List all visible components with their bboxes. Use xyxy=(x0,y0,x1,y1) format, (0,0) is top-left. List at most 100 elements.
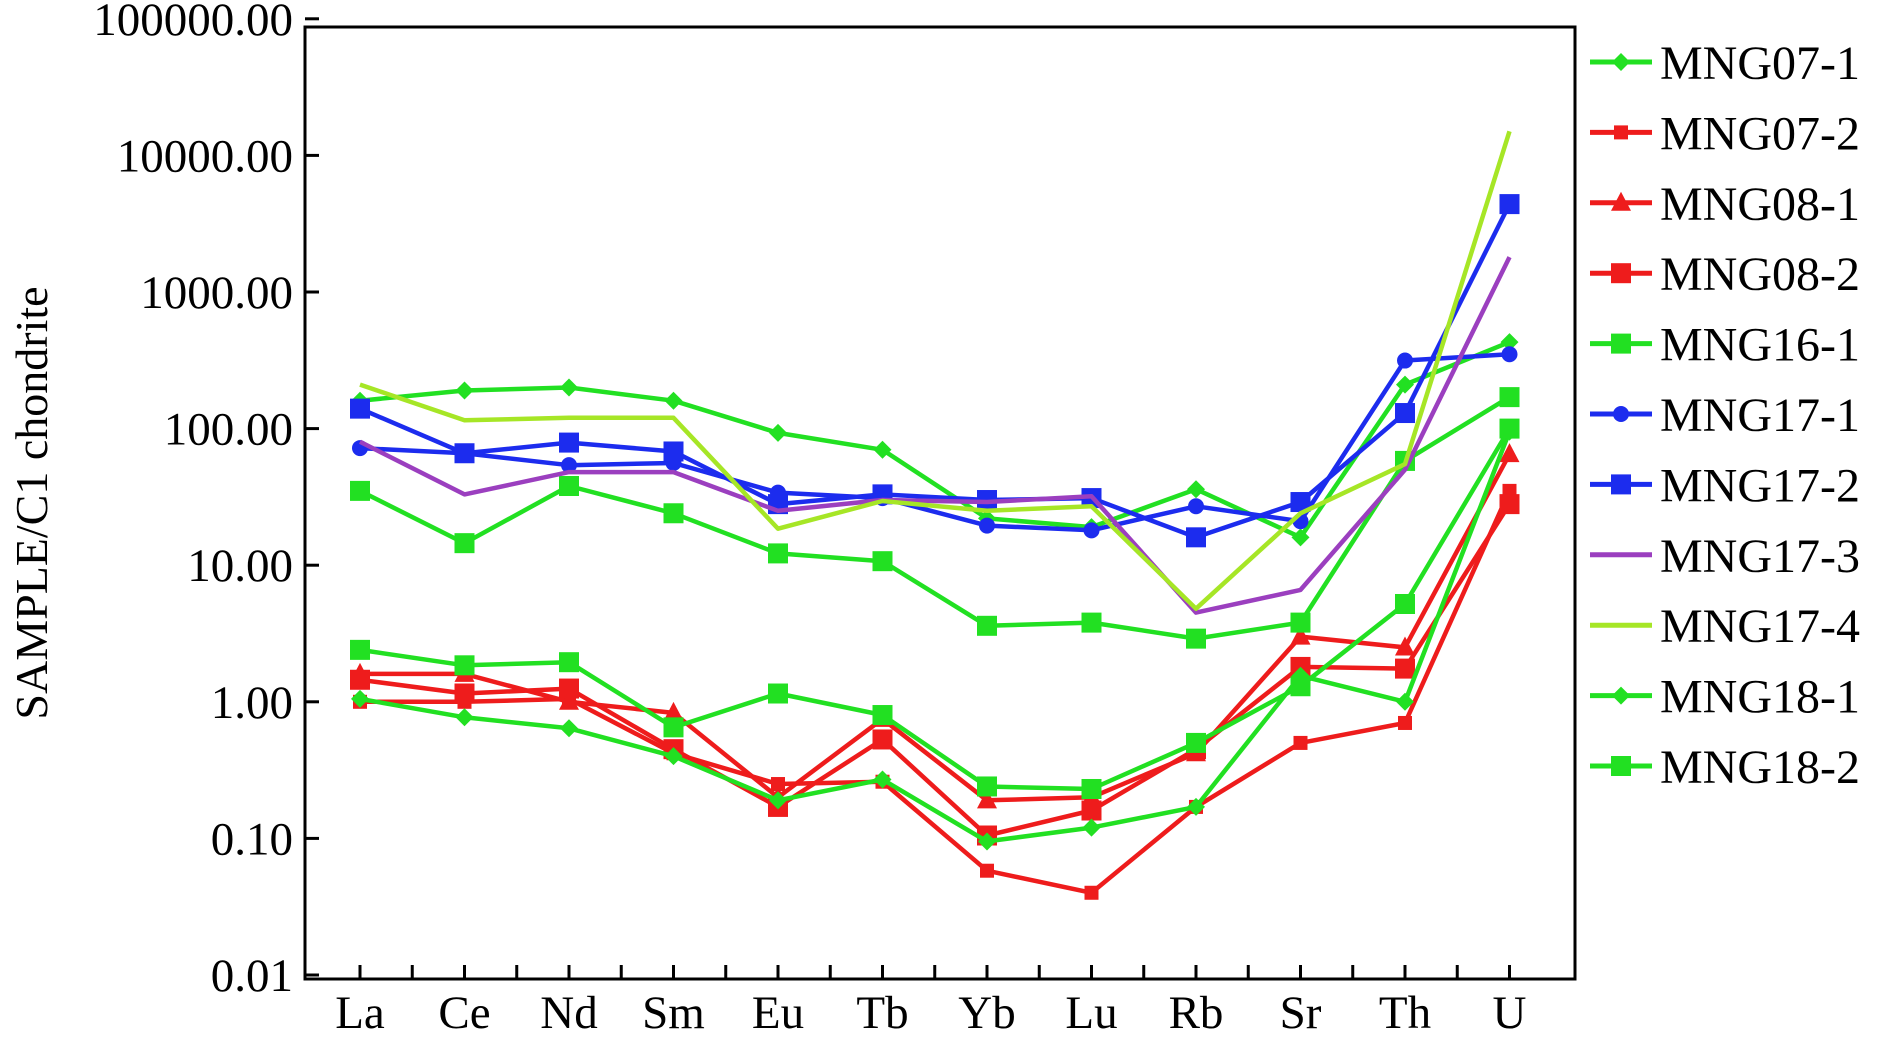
legend-swatch-marker xyxy=(1612,686,1630,705)
data-point xyxy=(978,832,996,851)
data-point xyxy=(663,503,684,524)
series-line xyxy=(360,453,1512,803)
data-point xyxy=(560,378,578,397)
data-point xyxy=(873,440,892,459)
x-axis: La Ce Nd Sm Eu Tb Yb Lu Rb Sr Th U xyxy=(335,965,1526,1039)
legend-label: MNG16-1 xyxy=(1660,319,1860,372)
data-point xyxy=(455,708,474,727)
series-line xyxy=(359,340,1511,540)
data-point xyxy=(663,701,684,721)
data-point xyxy=(977,789,997,809)
data-point xyxy=(872,551,893,572)
y-tick-label: 1000.00 xyxy=(140,267,293,319)
x-tick-label: La xyxy=(335,987,385,1039)
data-point xyxy=(455,381,474,400)
legend-swatch-marker xyxy=(1611,263,1631,284)
data-point xyxy=(873,770,892,789)
data-point xyxy=(1186,527,1206,548)
data-point xyxy=(1293,735,1308,750)
y-tick-label: 10000.00 xyxy=(117,130,293,182)
data-point xyxy=(977,776,997,797)
x-tick-label: Sm xyxy=(642,987,705,1039)
y-axis-title: SAMPLE/C1 chondrite xyxy=(6,286,57,719)
data-point xyxy=(454,533,475,554)
y-tick-label: 10.00 xyxy=(187,540,293,592)
plot-frame-group xyxy=(303,25,1577,981)
data-point xyxy=(559,652,579,673)
data-point xyxy=(1290,676,1311,697)
series-layer xyxy=(350,130,1520,900)
data-point xyxy=(1395,403,1415,424)
data-point xyxy=(1187,480,1205,499)
legend-label: MNG08-1 xyxy=(1660,178,1860,231)
legend-swatch-marker xyxy=(1611,474,1631,495)
x-tick-label: Ce xyxy=(438,987,490,1039)
legend-item: MNG07-1 xyxy=(1590,37,1860,90)
y-tick-label: 0.01 xyxy=(211,950,293,1002)
series-line xyxy=(359,130,1512,611)
series-line xyxy=(359,352,1510,533)
data-point xyxy=(559,690,579,710)
legend-item: MNG17-2 xyxy=(1590,459,1860,512)
y-tick-label: 0.10 xyxy=(211,813,293,865)
data-point xyxy=(1499,443,1520,463)
legend-label: MNG18-1 xyxy=(1660,671,1860,724)
data-point xyxy=(1082,818,1101,837)
y-tick-label: 100.00 xyxy=(164,404,293,456)
data-point xyxy=(1500,333,1519,352)
plot-frame xyxy=(303,25,1577,981)
data-point xyxy=(663,717,684,738)
data-point xyxy=(1186,628,1206,649)
data-point xyxy=(1396,692,1414,711)
legend-label: MNG18-2 xyxy=(1660,741,1860,794)
series-mng17-4 xyxy=(359,130,1512,611)
legend-item: MNG17-1 xyxy=(1590,389,1860,442)
x-tick-label: Rb xyxy=(1169,987,1224,1039)
data-point xyxy=(1081,778,1102,799)
legend-swatch-marker xyxy=(1611,756,1631,776)
data-point xyxy=(1397,352,1413,369)
data-point xyxy=(1395,593,1415,614)
data-point xyxy=(1083,522,1100,539)
x-tick-label: Tb xyxy=(856,987,908,1039)
data-point xyxy=(768,683,788,704)
y-tick-label: 1.00 xyxy=(211,677,293,729)
x-tick-label: Nd xyxy=(540,987,597,1039)
data-point xyxy=(771,777,785,792)
data-point xyxy=(350,639,370,660)
data-point xyxy=(454,683,475,704)
data-point xyxy=(979,517,995,534)
legend-label: MNG17-3 xyxy=(1660,530,1860,583)
data-point xyxy=(1290,625,1311,645)
series-mng17-3 xyxy=(358,256,1512,615)
series-line xyxy=(359,203,1512,540)
legend-label: MNG17-1 xyxy=(1660,389,1860,442)
data-point xyxy=(561,457,577,474)
series-mng07-1 xyxy=(351,333,1519,547)
legend-item: MNG08-1 xyxy=(1590,178,1860,231)
data-point xyxy=(977,615,997,636)
data-point xyxy=(350,398,370,419)
data-point xyxy=(1084,885,1099,900)
data-point xyxy=(1081,612,1102,633)
legend-swatch-marker xyxy=(1611,191,1631,211)
series-line xyxy=(359,430,1512,844)
data-point xyxy=(1291,528,1310,547)
data-point xyxy=(872,729,893,750)
data-point xyxy=(664,391,683,410)
legend-label: MNG17-2 xyxy=(1660,459,1860,512)
data-point xyxy=(1187,797,1205,816)
data-point xyxy=(1290,492,1311,513)
legend-label: MNG17-4 xyxy=(1660,600,1860,653)
data-point xyxy=(1395,636,1415,656)
series-line xyxy=(359,502,1512,838)
series-line xyxy=(359,427,1512,792)
data-point xyxy=(1501,346,1518,363)
series-mng18-2 xyxy=(350,418,1520,799)
legend-swatch-marker xyxy=(1611,333,1631,354)
data-point xyxy=(1186,732,1206,753)
series-mng16-1 xyxy=(350,387,1520,649)
legend-label: MNG07-2 xyxy=(1660,107,1860,160)
x-tick-label: Eu xyxy=(752,987,804,1039)
legend-label: MNG07-1 xyxy=(1660,37,1860,90)
